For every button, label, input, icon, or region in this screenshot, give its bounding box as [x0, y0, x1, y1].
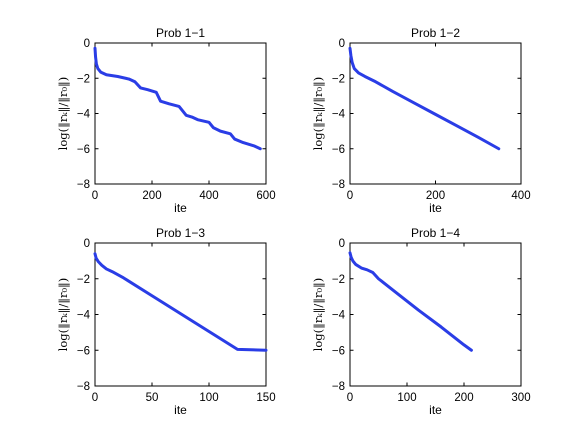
x-axis-label: ite — [174, 403, 187, 417]
x-tick-label: 200 — [142, 190, 161, 202]
series-line — [348, 251, 473, 352]
x-tick-label: 400 — [199, 190, 218, 202]
series-line — [348, 46, 501, 151]
chart-title: Prob 1−2 — [411, 26, 460, 40]
y-tick-label: −4 — [77, 109, 91, 121]
series-line — [93, 252, 268, 352]
subplot-prob-1-2: 0 200 400 0 −2 −4 −6 −8 Prob 1−2 ite log(‖rₖ‖/‖r₀‖… — [311, 26, 531, 215]
x-tick-label: 0 — [347, 392, 353, 404]
chart-title: Prob 1−1 — [156, 26, 205, 40]
subplot-prob-1-4: 0 100 200 300 0 −2 −4 −6 −8 Prob 1−4 ite log(‖rₖ‖/‖… — [311, 226, 531, 417]
y-tick-label: 0 — [84, 38, 90, 50]
y-tick-label: −4 — [332, 310, 346, 322]
y-tick-label: −2 — [77, 274, 90, 286]
y-tick-label: −8 — [332, 179, 345, 191]
x-tick-label: 50 — [146, 392, 159, 404]
y-tick-label: −6 — [332, 345, 345, 357]
x-tick-label: 300 — [511, 392, 530, 404]
axes-frame — [94, 42, 267, 185]
y-tick-label: 0 — [339, 38, 345, 50]
x-axis-label: ite — [429, 201, 442, 215]
x-tick-label: 200 — [426, 190, 445, 202]
x-tick-label: 200 — [454, 392, 473, 404]
y-tick-label: 0 — [84, 238, 90, 250]
y-tick-label: −8 — [77, 179, 90, 191]
x-axis-label: ite — [429, 403, 442, 417]
y-axis-label: log(‖rₖ‖/‖r₀‖) — [56, 278, 71, 352]
series-line — [93, 46, 262, 151]
y-tick-label: −8 — [77, 381, 90, 393]
chart-title: Prob 1−3 — [156, 226, 205, 240]
subplot-prob-1-3: 0 50 100 150 0 −2 −4 −6 −8 Prob 1−3 ite log(‖rₖ‖/‖r… — [56, 226, 276, 417]
y-tick-label: −2 — [332, 274, 345, 286]
x-tick-label: 400 — [511, 190, 530, 202]
y-axis-label: log(‖rₖ‖/‖r₀‖) — [56, 77, 71, 151]
x-tick-label: 0 — [347, 190, 353, 202]
x-tick-label: 150 — [256, 392, 275, 404]
y-tick-label: −8 — [332, 381, 345, 393]
chart-title: Prob 1−4 — [411, 226, 460, 240]
y-tick-label: −4 — [332, 109, 346, 121]
x-tick-label: 100 — [199, 392, 218, 404]
y-tick-label: −6 — [77, 144, 90, 156]
x-tick-label: 100 — [397, 392, 416, 404]
axes-frame — [349, 242, 522, 387]
y-axis-label: log(‖rₖ‖/‖r₀‖) — [311, 77, 326, 151]
y-tick-label: −4 — [77, 310, 91, 322]
x-tick-label: 0 — [92, 190, 98, 202]
subplot-prob-1-1: 0 200 400 600 0 −2 −4 −6 −8 Prob 1−1 ite log(‖rₖ‖/‖… — [56, 26, 276, 215]
y-tick-label: −6 — [332, 144, 345, 156]
x-axis-label: ite — [174, 201, 187, 215]
y-tick-label: −2 — [77, 73, 90, 85]
y-tick-label: −2 — [332, 73, 345, 85]
x-tick-label: 600 — [256, 190, 275, 202]
y-axis-label: log(‖rₖ‖/‖r₀‖) — [311, 278, 326, 352]
x-tick-label: 0 — [92, 392, 98, 404]
y-tick-label: −6 — [77, 345, 90, 357]
y-tick-label: 0 — [339, 238, 345, 250]
